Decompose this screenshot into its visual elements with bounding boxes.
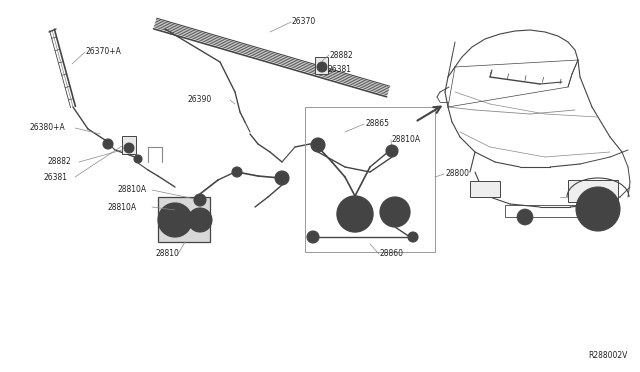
FancyBboxPatch shape bbox=[122, 136, 136, 154]
Circle shape bbox=[124, 143, 134, 153]
Text: 28810A: 28810A bbox=[118, 186, 147, 195]
Text: 28882: 28882 bbox=[48, 157, 72, 167]
Text: 28882: 28882 bbox=[330, 51, 354, 60]
Circle shape bbox=[345, 204, 365, 224]
Circle shape bbox=[337, 196, 373, 232]
Circle shape bbox=[576, 187, 620, 231]
FancyBboxPatch shape bbox=[315, 57, 328, 74]
Text: 26381: 26381 bbox=[328, 65, 352, 74]
Text: 26381: 26381 bbox=[43, 173, 67, 182]
Circle shape bbox=[311, 138, 325, 152]
Circle shape bbox=[380, 197, 410, 227]
Circle shape bbox=[166, 211, 184, 229]
Text: 28800: 28800 bbox=[445, 170, 469, 179]
Circle shape bbox=[310, 234, 316, 240]
Circle shape bbox=[194, 194, 206, 206]
Circle shape bbox=[408, 232, 418, 242]
Text: 26370: 26370 bbox=[292, 17, 316, 26]
Circle shape bbox=[197, 197, 203, 203]
Circle shape bbox=[586, 197, 610, 221]
FancyBboxPatch shape bbox=[158, 197, 210, 242]
Circle shape bbox=[232, 167, 242, 177]
Circle shape bbox=[307, 231, 319, 243]
Text: 26380+A: 26380+A bbox=[30, 124, 66, 132]
Text: 28810: 28810 bbox=[155, 250, 179, 259]
Circle shape bbox=[158, 203, 192, 237]
Circle shape bbox=[275, 171, 289, 185]
Circle shape bbox=[350, 209, 360, 219]
Circle shape bbox=[171, 216, 179, 224]
Circle shape bbox=[386, 145, 398, 157]
Circle shape bbox=[387, 204, 403, 220]
Circle shape bbox=[389, 148, 395, 154]
Text: 28810A: 28810A bbox=[392, 135, 421, 144]
Circle shape bbox=[517, 209, 533, 225]
Circle shape bbox=[194, 214, 206, 226]
Text: 28865: 28865 bbox=[365, 119, 389, 128]
Text: 28860: 28860 bbox=[380, 250, 404, 259]
FancyBboxPatch shape bbox=[568, 180, 618, 202]
Circle shape bbox=[134, 155, 142, 163]
Circle shape bbox=[279, 175, 285, 181]
FancyBboxPatch shape bbox=[470, 181, 500, 197]
Circle shape bbox=[391, 208, 399, 216]
Circle shape bbox=[188, 208, 212, 232]
Circle shape bbox=[103, 139, 113, 149]
Circle shape bbox=[317, 62, 327, 72]
Text: 26370+A: 26370+A bbox=[86, 48, 122, 57]
Text: 28810A: 28810A bbox=[108, 202, 137, 212]
Text: R288002V: R288002V bbox=[589, 351, 628, 360]
Text: 26390: 26390 bbox=[188, 96, 212, 105]
